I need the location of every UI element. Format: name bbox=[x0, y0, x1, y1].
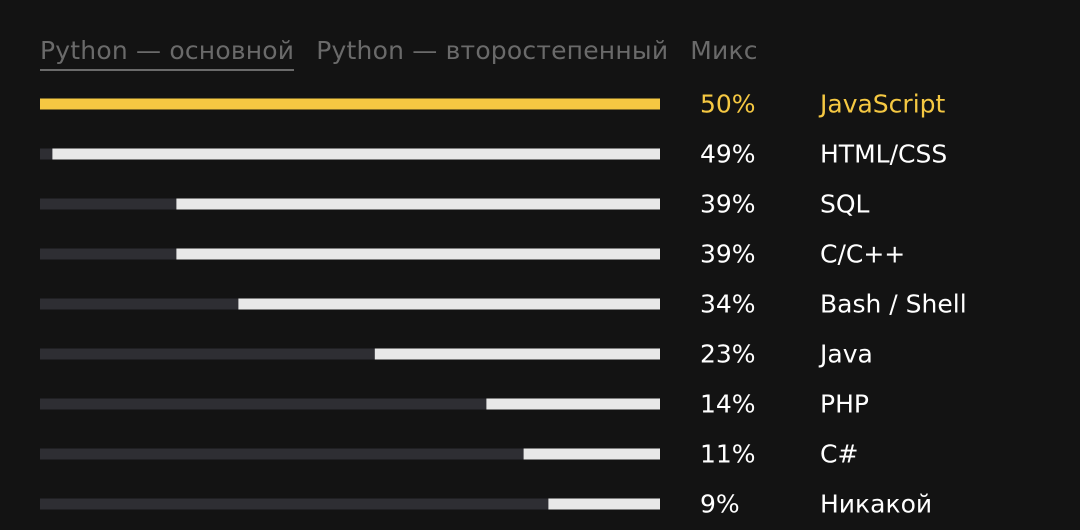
bar bbox=[40, 98, 660, 110]
category-label: C# bbox=[820, 440, 858, 469]
bar-track bbox=[40, 448, 660, 460]
bar bbox=[52, 148, 660, 160]
bar bbox=[548, 498, 660, 510]
tab-bar: Python — основной Python — второстепенны… bbox=[40, 34, 758, 74]
value-label: 39% bbox=[700, 190, 756, 219]
category-label: Bash / Shell bbox=[820, 290, 967, 319]
category-label: PHP bbox=[820, 390, 869, 419]
bar-track bbox=[40, 498, 660, 510]
category-label: JavaScript bbox=[818, 90, 946, 119]
bar bbox=[238, 298, 660, 310]
category-label: SQL bbox=[820, 190, 870, 219]
value-label: 23% bbox=[700, 340, 756, 369]
value-label: 34% bbox=[700, 290, 756, 319]
bar-track bbox=[40, 398, 660, 410]
bar-track bbox=[40, 348, 660, 360]
value-label: 49% bbox=[700, 140, 756, 169]
bar bbox=[374, 348, 660, 360]
tab-python-secondary[interactable]: Python — второстепенный bbox=[316, 36, 669, 65]
tab-mix[interactable]: Микс bbox=[690, 36, 758, 65]
tab-python-main[interactable]: Python — основной bbox=[40, 34, 295, 71]
category-label: HTML/CSS bbox=[820, 140, 947, 169]
value-label: 14% bbox=[700, 390, 756, 419]
category-label: Java bbox=[818, 340, 873, 369]
category-label: Никакой bbox=[820, 490, 932, 519]
value-label: 11% bbox=[700, 440, 756, 469]
bar bbox=[523, 448, 660, 460]
bar bbox=[176, 198, 660, 210]
value-label: 50% bbox=[700, 90, 756, 119]
category-label: C/C++ bbox=[820, 240, 905, 269]
bar bbox=[486, 398, 660, 410]
value-label: 39% bbox=[700, 240, 756, 269]
value-label: 9% bbox=[700, 490, 740, 519]
bar bbox=[176, 248, 660, 260]
